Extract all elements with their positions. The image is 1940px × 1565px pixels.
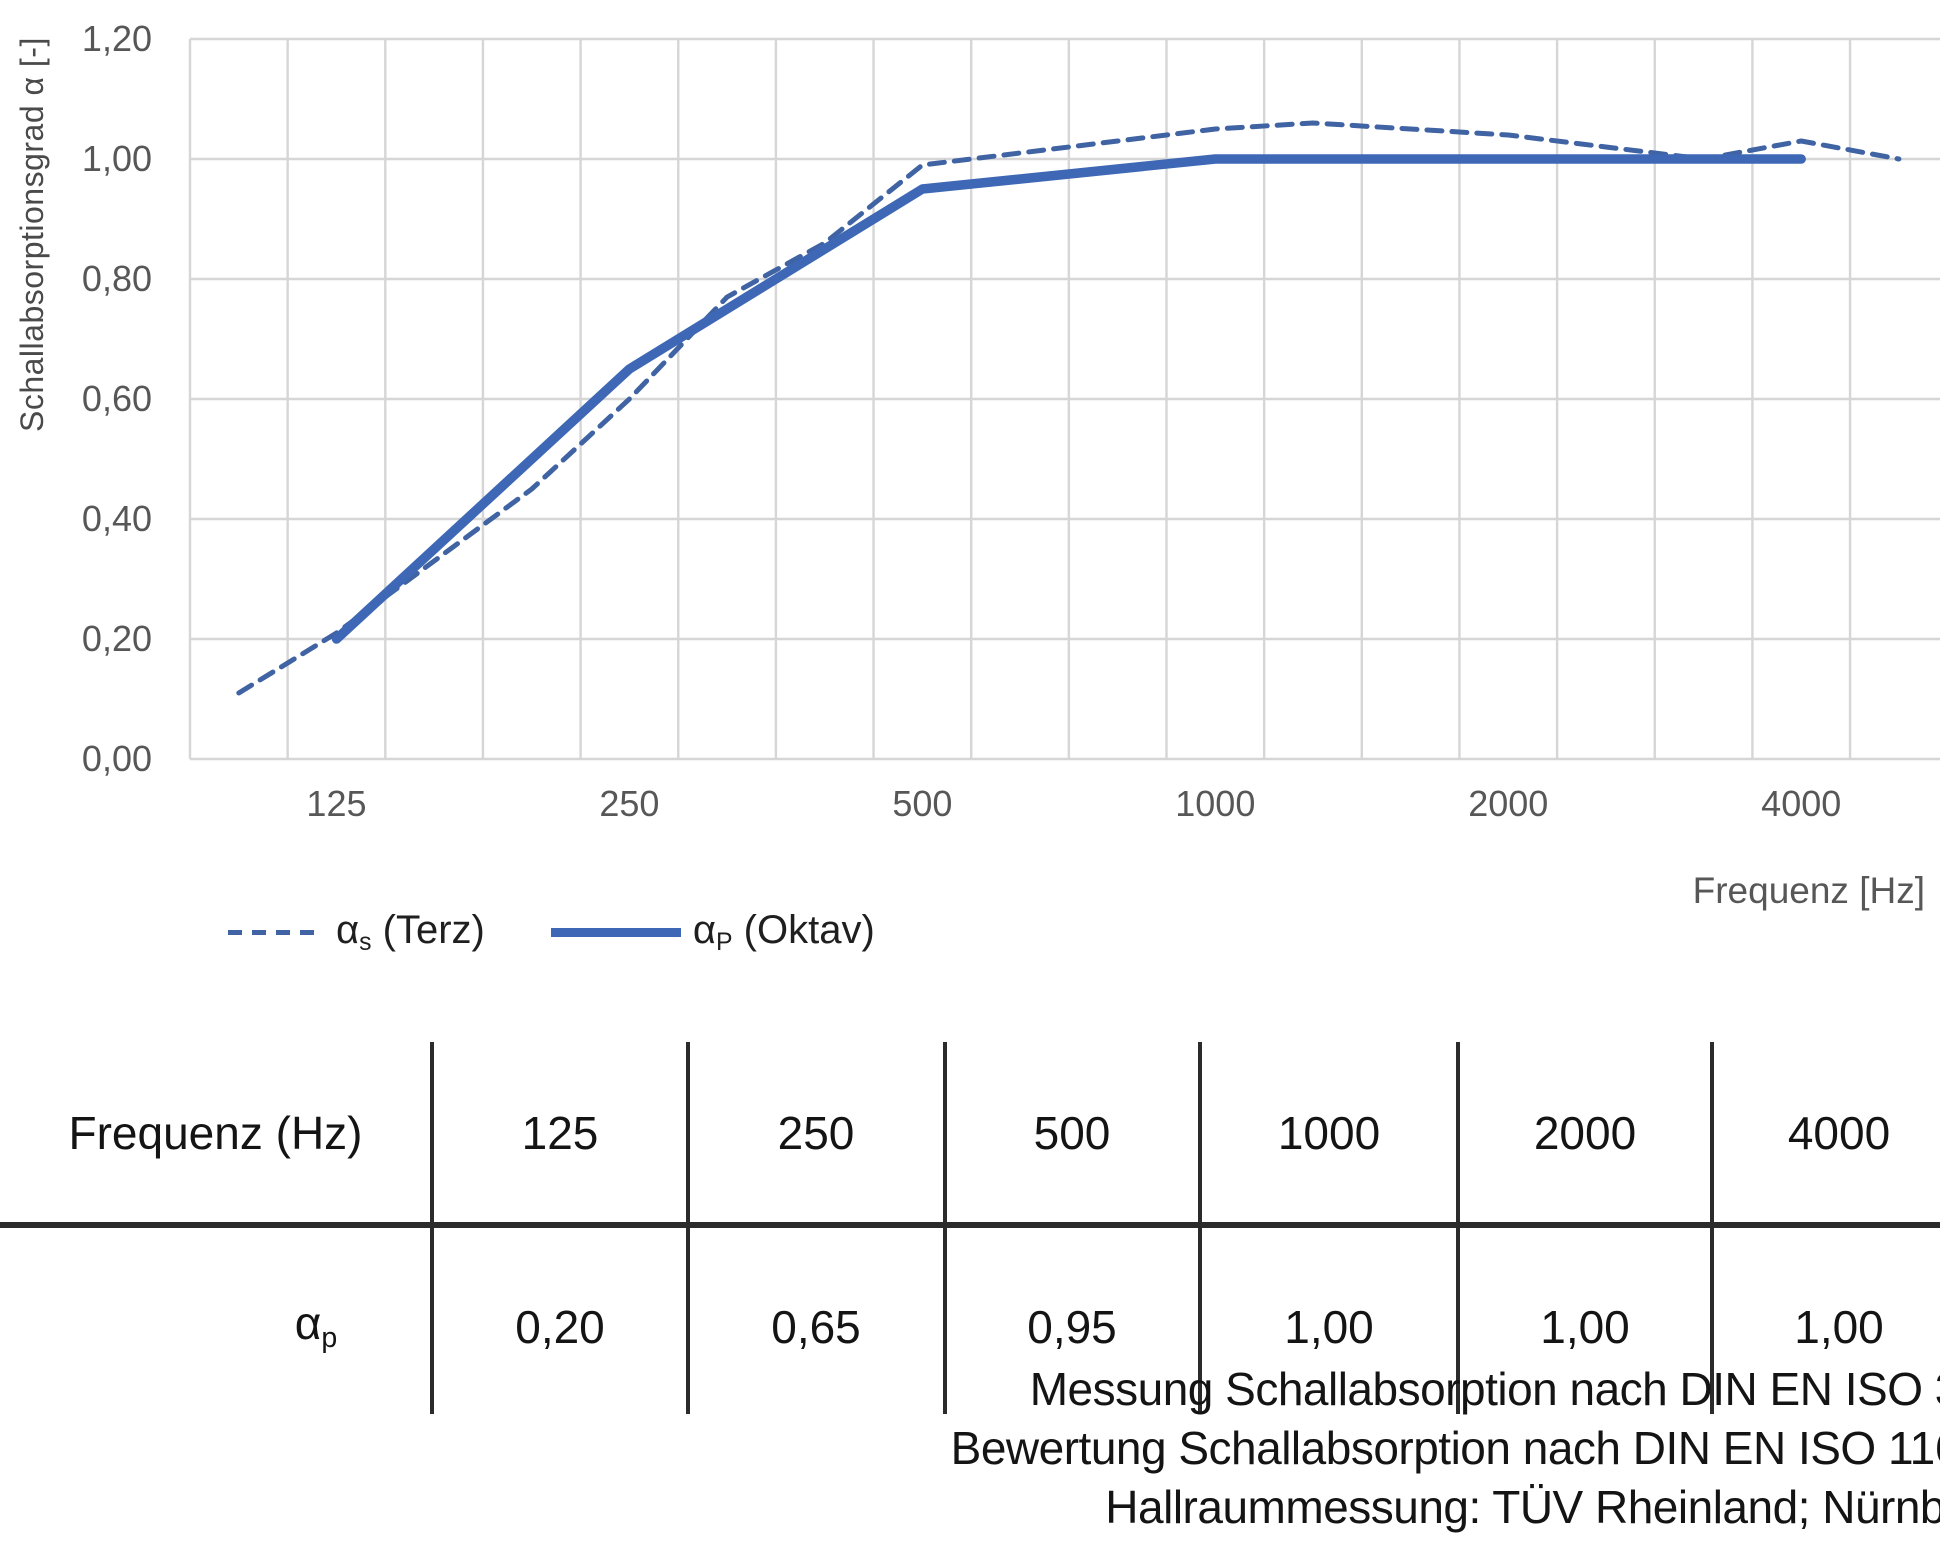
table-frequency-cell: 250 xyxy=(777,1107,855,1159)
table-row-label: αp xyxy=(294,1297,338,1354)
table-alpha-value-cell: 0,65 xyxy=(771,1301,861,1353)
table-vertical-rule xyxy=(943,1042,947,1414)
table-alpha-value-cell: 0,20 xyxy=(515,1301,605,1353)
footer-notes: Messung Schallabsorption nach DIN EN ISO… xyxy=(290,1360,1940,1537)
table-alpha-value-cell: 0,95 xyxy=(1027,1301,1117,1353)
y-tick-label: 0,20 xyxy=(81,618,152,659)
chart-legend: αs (Terz) αP (Oktav) xyxy=(228,908,875,957)
legend-label-oktav: αP (Oktav) xyxy=(692,908,875,956)
y-tick-label: 1,00 xyxy=(81,138,152,179)
table-frequency-cell: 2000 xyxy=(1533,1107,1637,1159)
table-vertical-rule xyxy=(1198,1042,1202,1414)
table-frequency-cell: 1000 xyxy=(1277,1107,1381,1159)
solid-line-sample-icon xyxy=(550,927,681,937)
x-axis-title: Frequenz [Hz] xyxy=(1692,870,1925,911)
table-frequency-cell: 500 xyxy=(1033,1107,1111,1159)
table-alpha-value-cell: 1,00 xyxy=(1284,1301,1374,1353)
table-vertical-rule xyxy=(430,1042,434,1414)
x-tick-label: 2000 xyxy=(1468,783,1549,824)
table-alpha-value-cell: 1,00 xyxy=(1794,1301,1884,1353)
x-tick-label: 4000 xyxy=(1761,783,1842,824)
y-axis-title: Schallabsorptionsgrad α [-] xyxy=(14,37,50,432)
x-tick-label: 125 xyxy=(306,783,367,824)
y-tick-label: 0,00 xyxy=(81,738,152,779)
x-tick-label: 500 xyxy=(892,783,953,824)
table-vertical-rule xyxy=(1456,1042,1460,1414)
absorption-chart xyxy=(188,37,1940,761)
footer-line-lab: Hallraummessung: TÜV Rheinland; Nürnberg xyxy=(1105,1481,1940,1533)
series-line-terz xyxy=(236,120,1902,696)
table-frequency-cell: 125 xyxy=(521,1107,599,1159)
table-header-label: Frequenz (Hz) xyxy=(68,1107,363,1159)
y-tick-label: 0,60 xyxy=(81,378,152,419)
dashed-line-sample-icon xyxy=(228,929,322,935)
table-alpha-value-cell: 1,00 xyxy=(1540,1301,1630,1353)
series-line-oktav xyxy=(331,154,1806,644)
x-tick-label: 250 xyxy=(599,783,660,824)
y-tick-label: 0,40 xyxy=(81,498,152,539)
table-vertical-rule xyxy=(686,1042,690,1414)
legend-item-oktav: αP (Oktav) xyxy=(550,908,875,957)
legend-label-terz: αs (Terz) xyxy=(336,908,485,956)
legend-item-terz: αs (Terz) xyxy=(228,908,485,957)
footer-line-measurement: Messung Schallabsorption nach DIN EN ISO… xyxy=(1029,1363,1940,1415)
x-tick-label: 1000 xyxy=(1175,783,1256,824)
footer-line-rating: Bewertung Schallabsorption nach DIN EN I… xyxy=(950,1422,1940,1474)
table-horizontal-rule xyxy=(0,1222,1940,1228)
table-frequency-cell: 4000 xyxy=(1787,1107,1891,1159)
y-tick-label: 0,80 xyxy=(81,258,152,299)
table-vertical-rule xyxy=(1710,1042,1714,1414)
y-tick-label: 1,20 xyxy=(81,18,152,59)
